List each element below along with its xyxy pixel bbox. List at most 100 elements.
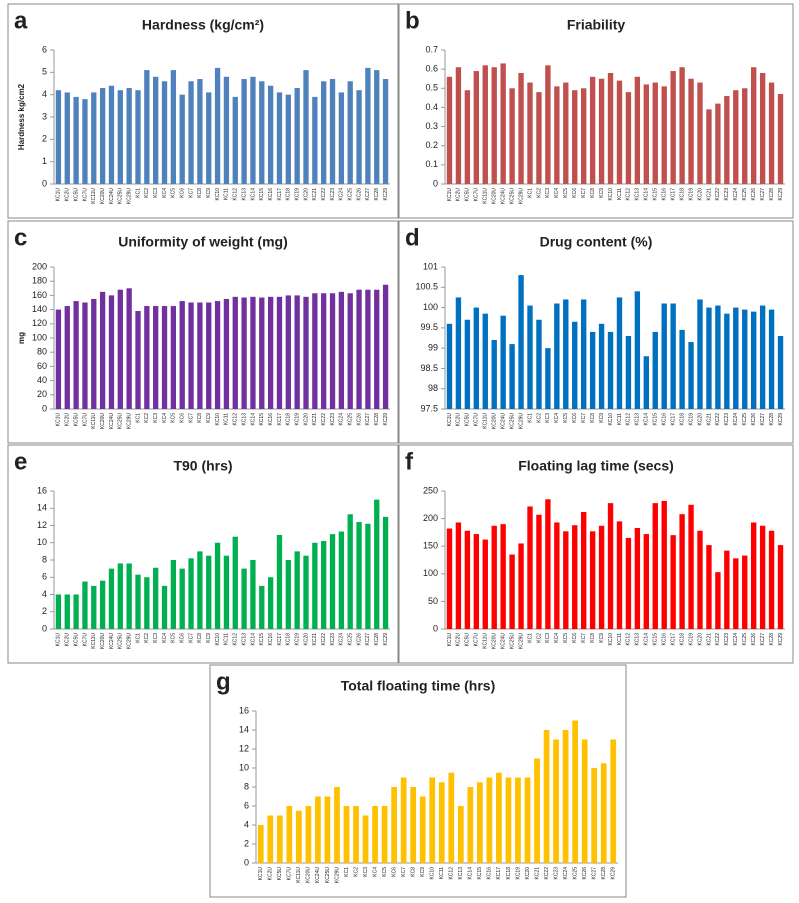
chart-title: Drug content (%) xyxy=(540,234,653,250)
bar xyxy=(214,67,221,184)
bar xyxy=(365,523,371,629)
bar xyxy=(303,555,309,629)
x-tick-label: KC27 xyxy=(760,633,766,646)
bar xyxy=(321,541,327,629)
x-tick-label: KC10 xyxy=(215,633,221,646)
bar xyxy=(581,299,587,409)
y-tick-label: 14 xyxy=(37,503,47,513)
bar xyxy=(135,574,141,629)
x-tick-label: KC23 xyxy=(330,188,336,201)
x-tick-label: KC15 xyxy=(259,188,265,201)
bar xyxy=(724,95,730,184)
bar xyxy=(294,87,300,184)
x-tick-label: KC6 xyxy=(180,633,186,643)
x-tick-label: KC26 xyxy=(751,188,757,201)
bar xyxy=(170,70,177,184)
bar xyxy=(457,806,464,863)
x-tick-label: KC7 xyxy=(188,413,194,423)
x-tick-label: KC10 xyxy=(608,188,614,201)
x-tick-label: KC21 xyxy=(534,867,540,880)
bar xyxy=(536,92,542,184)
bar xyxy=(670,71,676,184)
bar xyxy=(438,782,445,863)
bar xyxy=(464,530,471,629)
bar xyxy=(446,323,453,409)
panel-frame xyxy=(209,664,627,898)
bar xyxy=(634,527,641,629)
x-tick-label: KC11U xyxy=(483,633,489,649)
y-tick-label: 120 xyxy=(32,318,47,328)
x-tick-label: KC17 xyxy=(496,867,502,880)
x-tick-label: KC11 xyxy=(224,633,230,645)
x-tick-label: KC3 xyxy=(545,188,551,198)
y-tick-label: 160 xyxy=(32,290,47,300)
y-tick-label: 6 xyxy=(42,572,47,582)
bar xyxy=(356,289,362,409)
x-tick-label: KC1 xyxy=(527,633,533,643)
x-tick-label: KC1U xyxy=(447,633,453,647)
bar xyxy=(321,81,327,184)
x-tick-label: KC29U xyxy=(126,413,132,430)
x-tick-label: KC4 xyxy=(554,633,560,643)
bar xyxy=(679,329,685,409)
x-tick-label: KC15 xyxy=(653,188,659,201)
y-tick-label: 0.5 xyxy=(425,83,438,93)
x-tick-label: KC16 xyxy=(268,188,274,201)
x-tick-label: KC2 xyxy=(536,188,542,198)
x-tick-label: KC20U xyxy=(492,188,498,205)
y-tick-label: 2 xyxy=(42,134,47,144)
bar xyxy=(670,535,676,629)
x-tick-label: KC6 xyxy=(572,413,578,423)
bar xyxy=(276,92,283,184)
bar xyxy=(250,296,256,409)
x-tick-label: KC28 xyxy=(769,413,775,426)
bar xyxy=(643,84,649,184)
x-tick-label: KC7 xyxy=(581,188,587,198)
bar xyxy=(446,76,453,184)
x-tick-label: KC29U xyxy=(518,633,524,650)
x-tick-label: KC27 xyxy=(592,867,598,880)
bar xyxy=(381,806,388,863)
bar xyxy=(572,321,578,409)
bar xyxy=(724,313,730,409)
x-tick-label: KC11 xyxy=(617,188,623,200)
x-tick-label: KC15 xyxy=(259,413,265,426)
bar xyxy=(455,522,462,629)
bar xyxy=(446,528,453,629)
bar xyxy=(324,796,331,863)
bar xyxy=(768,309,775,409)
x-tick-label: KC8 xyxy=(197,633,203,643)
bar xyxy=(161,81,168,184)
bar xyxy=(382,284,389,409)
x-tick-label: KC25 xyxy=(348,633,354,646)
bar xyxy=(135,90,141,184)
x-tick-label: KC13 xyxy=(241,633,247,646)
bar xyxy=(688,504,694,629)
bar xyxy=(589,76,596,184)
bar xyxy=(206,302,212,409)
y-tick-label: 12 xyxy=(239,743,249,753)
x-tick-label: KC2U xyxy=(65,633,71,647)
bar xyxy=(126,563,132,629)
bar xyxy=(391,787,397,863)
bar xyxy=(759,72,766,184)
x-tick-label: KC27 xyxy=(365,633,371,646)
bar xyxy=(232,96,238,184)
x-tick-label: KC28 xyxy=(374,633,380,646)
x-tick-label: KC5 xyxy=(171,188,177,198)
panel-frame xyxy=(7,3,399,219)
y-tick-label: 100 xyxy=(32,332,47,342)
x-tick-label: KC20 xyxy=(697,633,703,646)
bar xyxy=(241,297,247,409)
bar xyxy=(285,560,291,629)
chart-title: Floating lag time (secs) xyxy=(518,458,674,474)
bar xyxy=(276,534,283,629)
panel-letter: e xyxy=(14,448,27,475)
x-tick-label: KC25 xyxy=(348,413,354,426)
y-tick-label: 40 xyxy=(37,375,47,385)
bar xyxy=(661,86,667,184)
x-tick-label: KC5 xyxy=(563,633,569,643)
x-tick-label: KC23 xyxy=(724,633,730,646)
x-tick-label: KC27 xyxy=(760,188,766,201)
x-tick-label: KC9 xyxy=(599,413,605,423)
